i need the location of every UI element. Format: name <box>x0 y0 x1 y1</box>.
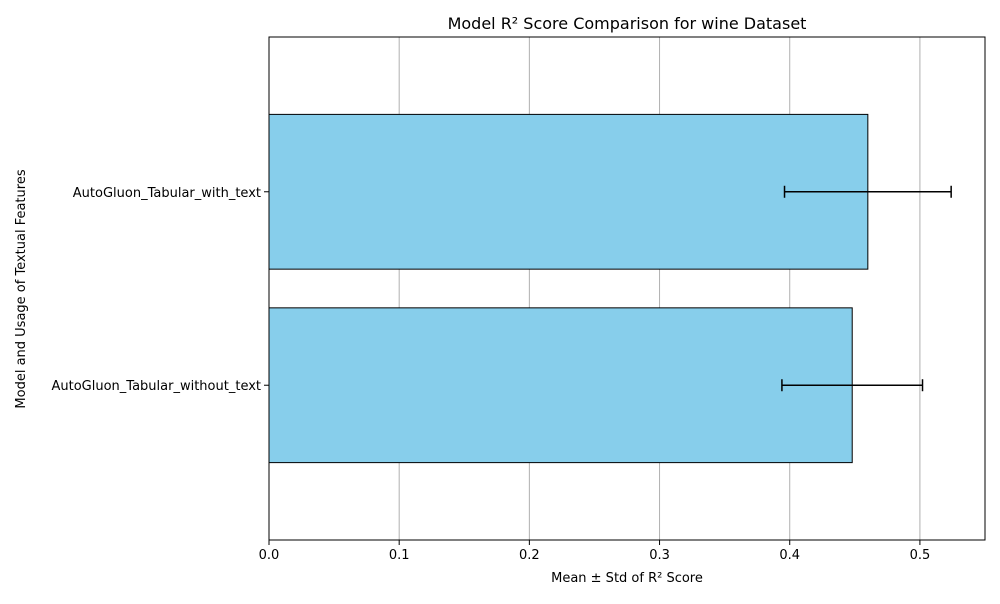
x-axis-label: Mean ± Std of R² Score <box>551 571 703 586</box>
x-tick-label: 0.1 <box>389 548 410 563</box>
bar <box>268 113 869 270</box>
y-ticks: AutoGluon_Tabular_without_text AutoGluon_… <box>52 186 269 394</box>
x-ticks: 0.0 0.1 0.2 0.3 0.4 0.5 <box>259 540 931 563</box>
x-tick-label: 0.3 <box>649 548 670 563</box>
chart-title: Model R² Score Comparison for wine Datas… <box>448 14 807 33</box>
x-tick-label: 0.4 <box>779 548 800 563</box>
y-tick-label: AutoGluon_Tabular_without_text <box>52 379 262 394</box>
y-axis-label: Model and Usage of Textual Features <box>14 169 29 408</box>
grid-lines <box>268 37 921 540</box>
bars <box>268 113 869 464</box>
y-tick-label: AutoGluon_Tabular_with_text <box>73 186 261 201</box>
x-tick-label: 0.5 <box>910 548 931 563</box>
plot-frame <box>268 36 986 541</box>
x-tick-label: 0.0 <box>259 548 280 563</box>
bar <box>268 307 853 464</box>
x-tick-label: 0.2 <box>519 548 540 563</box>
error-bars <box>781 185 952 392</box>
